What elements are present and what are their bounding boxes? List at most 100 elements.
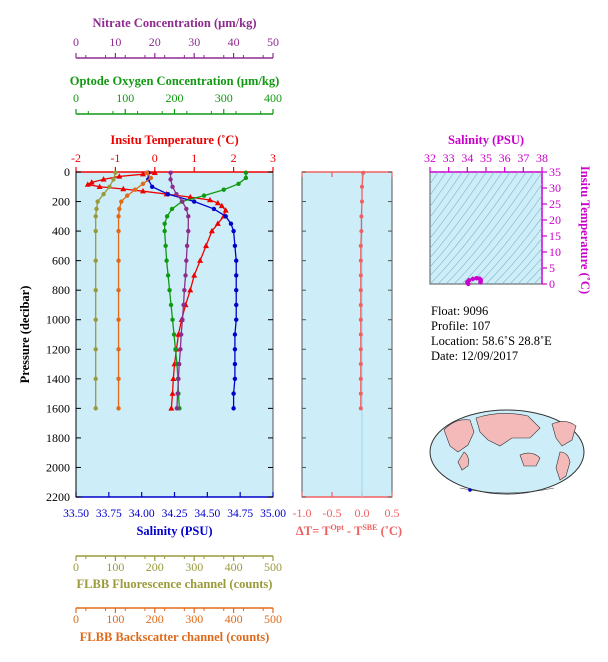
ts-density-contour	[485, 216, 542, 284]
salinity-tick-label: 34.75	[227, 508, 253, 520]
oxygen-axis-title: Optode Oxygen Concentration (μm/kg)	[70, 74, 280, 88]
temperature-point	[139, 188, 146, 194]
ts-x-axis-title: Salinity (PSU)	[448, 133, 524, 147]
pressure-tick-label: 400	[52, 224, 70, 238]
pressure-tick-label: 1000	[46, 313, 70, 327]
ts-y-tick-label: 15	[549, 229, 561, 243]
ts-density-contour	[430, 172, 455, 208]
salinity-point	[231, 406, 236, 411]
ts-density-contour	[461, 183, 542, 284]
oxygen-point	[170, 317, 175, 322]
salinity-tick-label: 33.75	[96, 508, 122, 520]
temperature-point	[203, 242, 210, 249]
temperature-tick-label: 2	[231, 151, 237, 165]
fluorescence-point	[94, 206, 99, 212]
salinity-point	[232, 243, 238, 249]
salinity-point	[192, 199, 197, 204]
nitrate-point	[178, 332, 184, 337]
fluorescence-point	[93, 287, 98, 293]
delta-point	[358, 302, 363, 307]
delta-tick-label: -0.5	[323, 506, 342, 520]
fluorescence-point	[107, 184, 112, 189]
ts-y-tick-label: 35	[549, 165, 561, 179]
pressure-tick-label: 1200	[46, 342, 70, 356]
backscatter-point	[140, 181, 146, 187]
nitrate-point	[176, 376, 181, 382]
ts-y-tick-label: 25	[549, 197, 561, 211]
oxygen-point	[243, 170, 249, 175]
map-landmass	[443, 419, 475, 453]
salinity-point	[211, 206, 217, 212]
delta-point	[358, 288, 363, 293]
fluorescence-point	[113, 170, 118, 175]
salinity-point	[231, 228, 236, 234]
salinity-tick-label: 33.50	[63, 508, 89, 520]
map-landmass	[555, 451, 571, 481]
backscatter-point	[116, 214, 121, 219]
oxygen-tick-label: 400	[264, 91, 282, 105]
oxygen-point	[236, 181, 241, 187]
temperature-point	[88, 179, 95, 185]
oxygen-point	[163, 243, 168, 249]
backscatter-point	[125, 193, 130, 198]
delta-point	[358, 391, 363, 396]
nitrate-point	[168, 177, 173, 182]
nitrate-point	[170, 184, 175, 189]
map-landmass	[551, 421, 577, 447]
ts-density-contour	[430, 172, 519, 284]
ts-density-contour	[430, 172, 439, 185]
temperature-point	[139, 171, 146, 177]
delta-tick-label: 0.5	[385, 506, 400, 520]
pressure-tick-label: 1800	[46, 431, 70, 445]
nitrate-tick-label: 50	[267, 35, 279, 49]
salinity-point	[232, 376, 238, 382]
delta-point	[358, 406, 363, 411]
float-id: Float: 9096	[431, 304, 489, 318]
salinity-point	[234, 287, 239, 293]
float-location: Location: 58.6˚S 28.8˚E	[431, 334, 552, 348]
nitrate-point	[184, 206, 189, 212]
oxygen-point	[243, 175, 249, 181]
profile-number: Profile: 107	[431, 319, 491, 333]
backscatter-tick-label: 500	[264, 612, 282, 626]
ts-density-contour	[430, 172, 503, 268]
fluorescence-tick-label: 0	[73, 560, 79, 574]
ts-x-tick-label: 32	[424, 151, 436, 165]
oxygen-point	[167, 287, 172, 293]
nitrate-point	[184, 258, 189, 263]
backscatter-point	[116, 376, 121, 382]
ts-density-contour	[453, 172, 542, 284]
ts-y-tick-label: 5	[549, 261, 555, 275]
fluorescence-axis-title: FLBB Fluorescence channel (counts)	[77, 577, 273, 591]
ts-x-tick-label: 37	[517, 151, 529, 165]
temperature-tick-label: -1	[110, 151, 120, 165]
delta-point	[358, 376, 363, 381]
oxygen-point	[164, 258, 169, 263]
ts-density-contour	[477, 205, 542, 284]
pressure-tick-label: 1600	[46, 401, 70, 415]
ts-density-contour	[517, 257, 542, 284]
fluorescence-tick-label: 100	[106, 560, 124, 574]
salinity-point	[234, 273, 239, 278]
profile-date: Date: 12/09/2017	[431, 349, 519, 363]
oxygen-point	[168, 302, 174, 308]
temperature-point	[120, 185, 127, 192]
backscatter-point	[116, 287, 121, 293]
temperature-tick-label: 3	[270, 151, 276, 165]
temperature-point	[168, 405, 175, 411]
fluorescence-point	[93, 317, 98, 322]
delta-point	[360, 184, 364, 189]
temperature-point	[214, 199, 221, 206]
temperature-point	[151, 169, 158, 175]
temperature-point	[100, 176, 107, 182]
pressure-tick-label: 600	[52, 254, 70, 268]
ts-density-contour	[501, 237, 542, 284]
salinity-point	[232, 347, 238, 352]
ts-density-contour	[445, 172, 535, 284]
fluorescence-tick-label: 200	[146, 560, 164, 574]
nitrate-tick-label: 30	[188, 35, 200, 49]
fluorescence-tick-label: 500	[264, 560, 282, 574]
salinity-point	[234, 302, 239, 308]
temperature-point	[187, 286, 194, 293]
